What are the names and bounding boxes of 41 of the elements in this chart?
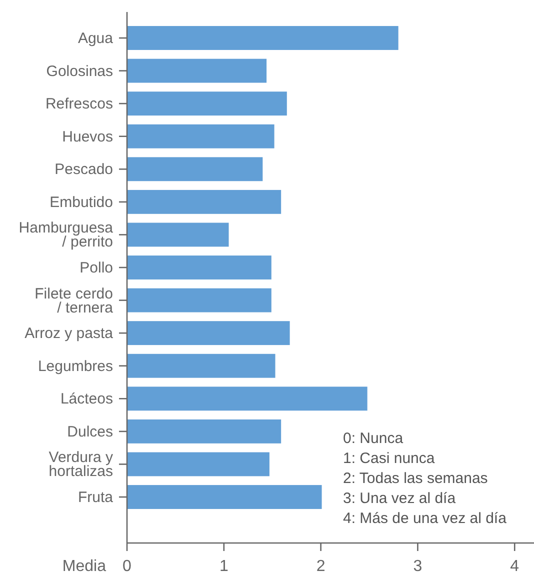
- y-tick-label: Pollo: [80, 259, 113, 276]
- x-axis-title: Media: [62, 558, 106, 575]
- y-tick-label: Agua: [78, 29, 114, 46]
- bar: [127, 354, 276, 378]
- bar: [127, 157, 263, 182]
- bar: [127, 92, 287, 116]
- y-tick-label: Pescado: [54, 160, 113, 178]
- bar: [127, 124, 274, 148]
- y-tick-label: Arroz y pasta: [24, 324, 114, 342]
- annotation: 0: Nunca: [343, 430, 404, 447]
- bar: [127, 26, 398, 50]
- y-tick-label: Golosinas: [46, 62, 113, 80]
- x-tick-label: 1: [219, 558, 228, 575]
- bar: [127, 288, 272, 312]
- bar: [127, 321, 290, 346]
- y-tick-label: Huevos: [62, 128, 113, 145]
- bar: [127, 256, 272, 280]
- y-tick-label: Dulces: [67, 422, 113, 440]
- y-tick-label: Legumbres: [38, 357, 113, 374]
- bar: [127, 222, 229, 247]
- y-tick-label: Fruta: [78, 488, 114, 506]
- x-tick-label: 4: [510, 558, 520, 575]
- x-tick-label: 2: [316, 558, 326, 575]
- bar: [127, 386, 368, 411]
- annotation: 1: Casi nunca: [343, 450, 436, 467]
- bar: [127, 58, 267, 83]
- bar: [127, 419, 282, 444]
- x-tick-label: 0: [122, 558, 132, 575]
- y-tick-label: Refrescos: [45, 95, 113, 112]
- annotation: 2: Todas las semanas: [343, 470, 488, 487]
- y-tick-label: Lácteos: [60, 390, 113, 408]
- annotation: 3: Una vez al día: [343, 490, 456, 507]
- y-tick-label: Filete cerdo / ternera: [34, 284, 114, 316]
- y-tick-label: Embutido: [50, 193, 113, 210]
- y-tick-label: Verdura y hortalizas: [48, 448, 114, 480]
- annotation: 4: Más de una vez al día: [343, 510, 508, 527]
- bar: [127, 485, 322, 509]
- x-tick-label: 3: [413, 558, 422, 575]
- y-tick-label: Hamburguesa / perrito: [18, 219, 114, 250]
- bar: [127, 452, 270, 476]
- bar: [127, 190, 282, 214]
